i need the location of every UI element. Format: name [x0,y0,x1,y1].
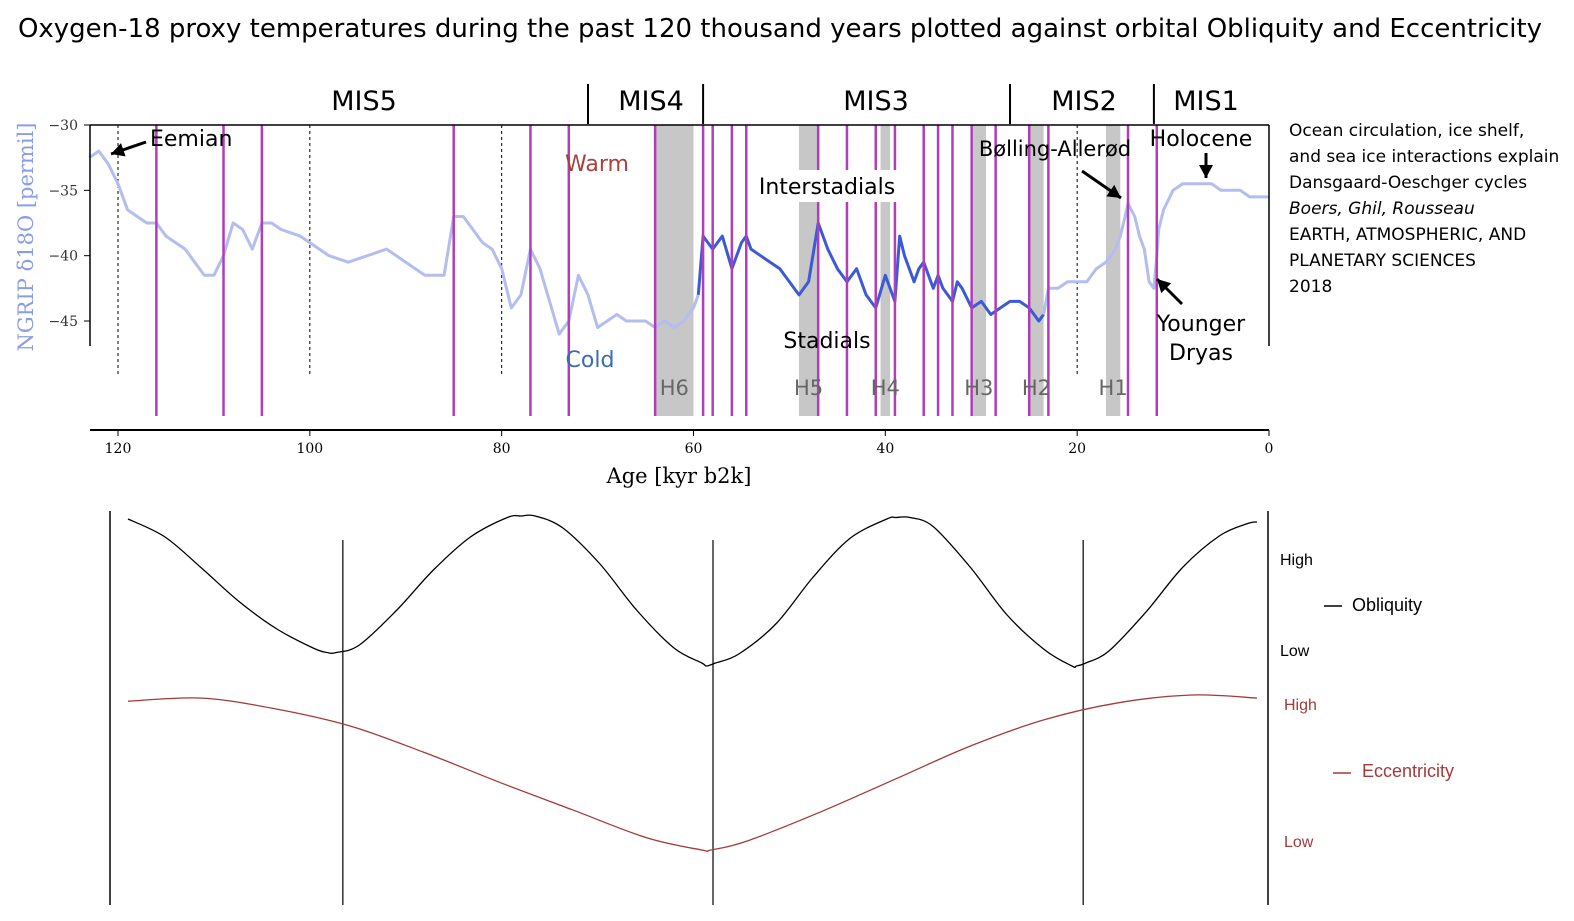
eemian-arrow-head [111,143,126,157]
annotation-stadials: Stadials [783,329,870,354]
source-authors: Boers, Ghil, Rousseau [1289,199,1475,219]
stage-label-mis5: MIS5 [331,86,397,117]
stage-label-mis1: MIS1 [1173,86,1239,117]
x-tick-label: 100 [296,441,323,457]
bolling-allerod-arrow-head [1106,184,1121,198]
source-department-2: PLANETARY SCIENCES [1289,251,1476,271]
y-axis-label: NGRIP δ18O [permil] [14,123,38,352]
obliquity-curve [127,514,1258,669]
source-line-3: Dansgaard-Oeschger cycles [1289,173,1528,193]
interstadials-label-bg [756,170,902,202]
eccentricity-legend-label: Eccentricity [1362,761,1454,781]
heinrich-label-h5: H5 [794,376,823,400]
orbital-parameters-chart: High Low Obliquity High Low Eccentricity [109,511,1454,905]
annotation-younger: Younger [1156,312,1246,337]
source-department-1: EARTH, ATMOSPHERIC, AND [1289,225,1527,245]
record-series-1 [88,149,700,336]
annotation-dryas: Dryas [1169,341,1233,366]
younger-dryas-arrow-head [1157,279,1172,294]
annotation-cold: Cold [566,348,615,373]
heinrich-band-h2 [1029,125,1044,416]
figure-title: Oxygen-18 proxy temperatures during the … [17,14,1543,44]
y-tick-label: −30 [48,118,78,134]
eccentricity-high-label: High [1284,697,1317,714]
y-tick-label: −40 [48,249,78,265]
x-tick-label: 120 [105,441,132,457]
y-tick-label: −35 [48,183,78,199]
holocene-arrow-head [1199,165,1213,178]
stage-label-mis3: MIS3 [843,86,909,117]
annotation-warm: Warm [565,152,629,177]
temperature-record-chart: −30 −35 −40 −45 120 100 80 60 40 20 0 Age [kyr b2k]… [14,84,1273,488]
heinrich-label-h6: H6 [660,376,689,400]
heinrich-band-h3 [971,125,987,416]
annotation-holocene: Holocene [1150,127,1253,152]
obliquity-legend-label: Obliquity [1352,595,1422,615]
obliquity-low-label: Low [1280,643,1310,660]
source-line-1: Ocean circulation, ice shelf, [1289,121,1525,141]
x-tick-label: 0 [1265,441,1274,457]
x-tick-label: 80 [493,441,511,457]
heinrich-label-h2: H2 [1022,376,1051,400]
x-tick-label: 60 [685,441,703,457]
stage-label-mis2: MIS2 [1051,86,1117,117]
x-tick-label: 20 [1068,441,1086,457]
source-line-2: and sea ice interactions explain [1289,147,1560,167]
x-axis-label: Age [kyr b2k] [606,464,752,488]
heinrich-band-h6 [655,125,694,416]
eccentricity-low-label: Low [1284,834,1314,851]
record-series-2 [696,221,1045,323]
heinrich-label-h4: H4 [871,376,900,400]
heinrich-label-h3: H3 [964,376,993,400]
heinrich-band-h4 [880,125,891,416]
heinrich-band-h5 [799,125,819,416]
annotation-eemian: Eemian [150,127,232,152]
obliquity-high-label: High [1280,552,1313,569]
y-tick-label: −45 [48,314,78,330]
record-series-3 [1042,182,1269,315]
source-note: Ocean circulation, ice shelf, and sea ic… [1289,118,1559,300]
heinrich-band-h1 [1105,125,1121,416]
annotation-interstadials: Interstadials [759,175,895,200]
eccentricity-curve [127,694,1258,852]
source-year: 2018 [1289,277,1333,297]
heinrich-label-h1: H1 [1099,376,1128,400]
stage-label-mis4: MIS4 [618,86,684,117]
x-tick-label: 40 [876,441,894,457]
annotation-bllingallerd: Bølling-Allerød [979,137,1131,161]
